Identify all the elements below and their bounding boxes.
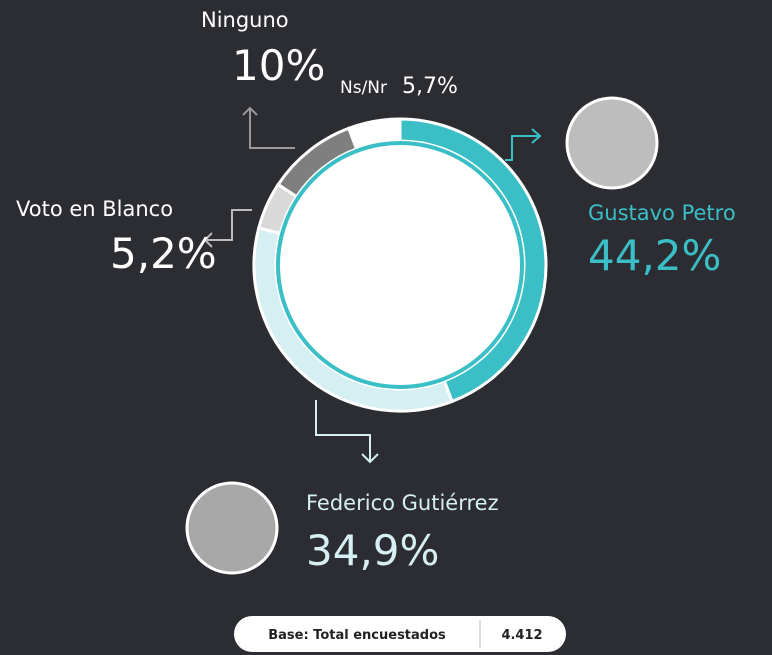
value-label: 5,7% xyxy=(402,74,458,99)
value-label: 10% xyxy=(232,41,325,90)
photo-petro xyxy=(565,96,659,190)
connector xyxy=(315,400,379,464)
photo-gutierrez xyxy=(185,481,279,575)
value-label: 44,2% xyxy=(588,231,721,280)
series-name: Voto en Blanco xyxy=(16,197,173,221)
base-value: 4.412 xyxy=(501,628,542,643)
series-name: Gustavo Petro xyxy=(588,201,736,225)
donut xyxy=(252,117,548,413)
value-label: 34,9% xyxy=(306,526,439,575)
value-label: 5,2% xyxy=(110,229,217,278)
connector xyxy=(242,106,295,149)
connector xyxy=(505,128,542,161)
connector xyxy=(203,209,252,248)
series-name: Ns/Nr xyxy=(340,78,387,98)
series-name: Ninguno xyxy=(201,8,289,32)
base-box xyxy=(234,616,566,652)
donut-center xyxy=(276,141,524,389)
base-label: Base: Total encuestados xyxy=(268,628,446,643)
series-name: Federico Gutiérrez xyxy=(306,491,499,515)
